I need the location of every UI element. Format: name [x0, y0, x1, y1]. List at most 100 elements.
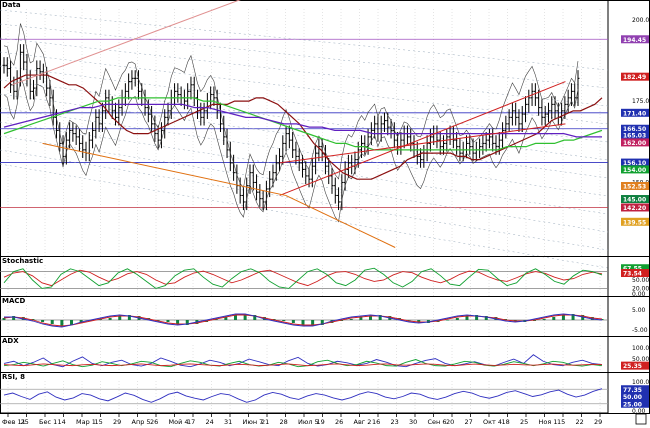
value-tag: 171.40	[621, 108, 649, 117]
value-tag: 162.00	[621, 138, 649, 147]
x-tick-label: 23	[391, 418, 399, 426]
value-tag: 194.45	[621, 35, 649, 44]
macd-histogram-bar	[127, 315, 131, 320]
x-tick-label: 15	[95, 418, 103, 426]
value-tag-box	[621, 108, 649, 117]
x-tick-label: 14	[58, 418, 66, 426]
axis-label: 200.00	[632, 17, 650, 24]
panel-title: Data	[2, 1, 21, 9]
macd-histogram-bar	[272, 319, 276, 320]
indicator-line	[3, 269, 603, 287]
macd-histogram-bar	[185, 320, 189, 325]
indicator-line	[3, 388, 603, 403]
macd-histogram-bar	[60, 320, 64, 326]
value-tag: 142.20	[621, 203, 649, 212]
macd-histogram-bar	[301, 320, 305, 325]
value-tag-box	[621, 35, 649, 44]
x-tick-label: 21	[261, 418, 269, 426]
moving-average-line	[3, 74, 603, 180]
panel-title: Stochastic	[2, 257, 43, 265]
x-tick-label: Авг 2	[354, 418, 372, 426]
value-tag-text: 73.54	[623, 271, 642, 278]
value-tag: 165.03	[621, 130, 649, 139]
value-tag-box	[621, 165, 649, 174]
value-tag-box	[621, 217, 649, 226]
axis-label: 20.00	[632, 285, 649, 292]
value-tag-box	[621, 361, 649, 370]
value-tag-text: 25.00	[623, 401, 642, 408]
macd-histogram-bar	[542, 319, 546, 320]
value-tag: 156.10	[621, 158, 649, 167]
macd-histogram-bar	[359, 317, 363, 320]
value-tag-box	[621, 203, 649, 212]
macd-histogram-bar	[79, 320, 83, 323]
x-tick-label: 28	[280, 418, 288, 426]
value-tag: 25.35	[621, 361, 649, 370]
x-tick-label: Апр 5	[132, 418, 151, 426]
macd-histogram-bar	[12, 316, 16, 320]
fan-line	[0, 23, 609, 89]
macd-histogram-bar	[243, 314, 247, 320]
x-tick-label: Ноя 1	[539, 418, 558, 426]
trendline	[279, 81, 566, 196]
x-tick-label: 29	[113, 418, 121, 426]
x-tick-label: Июн 7	[243, 418, 264, 426]
macd-line	[4, 313, 603, 328]
macd-histogram-bar	[340, 320, 344, 321]
x-tick-label: 22	[576, 418, 584, 426]
envelope-band	[3, 75, 579, 223]
corner-box	[635, 413, 647, 425]
value-tag-box	[621, 385, 649, 394]
x-tick-label: Бес 1	[39, 418, 57, 426]
x-tick-label: 30	[409, 418, 417, 426]
axis-label: -5.00	[632, 327, 648, 334]
axis-label: 175.00	[632, 98, 650, 105]
value-tag-text: 142.20	[623, 205, 646, 212]
macd-histogram-bar	[31, 319, 35, 320]
x-tick-label: 27	[465, 418, 473, 426]
fan-line	[0, 37, 609, 107]
value-tag-text: 77.35	[623, 387, 642, 394]
axis-label: 0.00	[632, 291, 646, 298]
x-tick-label: 15	[557, 418, 565, 426]
macd-histogram-bar	[446, 320, 450, 321]
macd-histogram-bar	[532, 320, 536, 321]
value-tag-box	[621, 124, 649, 133]
trendline	[11, 0, 241, 86]
macd-histogram-bar	[311, 320, 315, 326]
axis-label: 5.00	[632, 307, 646, 314]
moving-average-line	[3, 103, 602, 138]
value-tag: 50.00	[621, 392, 649, 401]
macd-histogram-bar	[552, 317, 556, 320]
value-tag-text: 171.40	[623, 110, 646, 117]
macd-histogram-bar	[282, 320, 286, 321]
value-tag: 73.54	[621, 269, 649, 278]
value-tag: 139.55	[621, 217, 649, 226]
trendline	[42, 142, 286, 196]
macd-histogram-bar	[98, 319, 102, 320]
macd-histogram-bar	[21, 317, 25, 320]
value-tag-text: 165.03	[623, 132, 646, 139]
value-tag-box	[621, 264, 649, 273]
macd-histogram-bar	[70, 320, 74, 325]
x-tick-label: 25	[21, 418, 29, 426]
macd-histogram-bar	[417, 320, 421, 322]
macd-histogram-bar	[475, 315, 479, 320]
x-tick-label: 17	[187, 418, 195, 426]
macd-histogram-bar	[426, 320, 430, 323]
value-tag-box	[621, 72, 649, 81]
x-tick-label: 19	[317, 418, 325, 426]
macd-histogram-bar	[176, 320, 180, 324]
macd-histogram-bar	[581, 315, 585, 320]
value-tag-text: 154.00	[623, 167, 646, 174]
fan-line	[0, 51, 609, 125]
macd-histogram-bar	[2, 318, 6, 320]
macd-histogram-bar	[41, 320, 45, 322]
value-tag-box	[621, 182, 649, 191]
axis-label: 50.00	[632, 356, 649, 363]
macd-line	[3, 314, 603, 327]
x-tick-label: 16	[372, 418, 380, 426]
value-tag-box	[621, 195, 649, 204]
